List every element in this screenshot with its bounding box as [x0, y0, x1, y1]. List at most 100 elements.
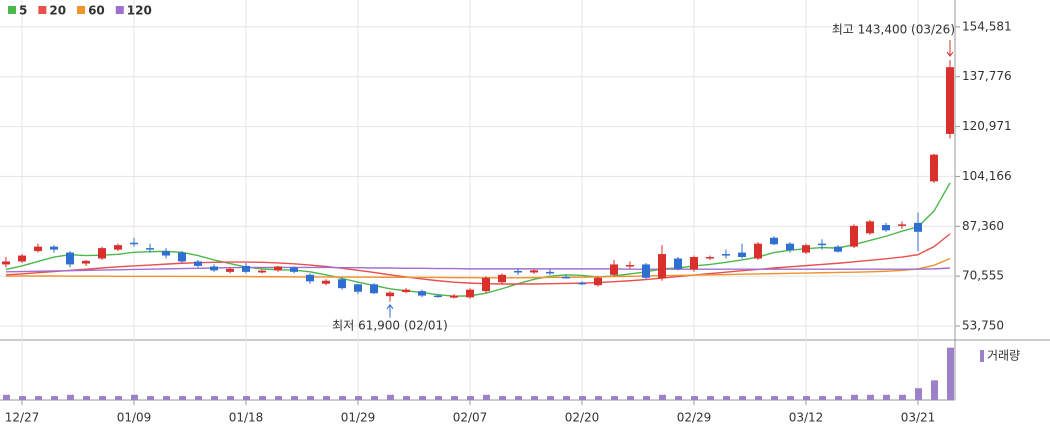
- candle-body: [578, 282, 586, 285]
- candle-body: [754, 243, 762, 259]
- candle-body: [274, 266, 282, 271]
- volume-bar: [675, 396, 682, 400]
- y-tick-label: 87,360: [962, 219, 1004, 233]
- candle-body: [162, 251, 170, 256]
- candle-body: [770, 237, 778, 245]
- x-tick-label: 01/29: [341, 411, 376, 425]
- x-tick-label: 03/12: [789, 411, 824, 425]
- volume-bar: [227, 396, 234, 400]
- volume-bar: [659, 394, 666, 400]
- volume-bar: [323, 396, 330, 400]
- volume-bar: [739, 396, 746, 400]
- annotation: 최저 61,900 (02/01): [332, 318, 448, 332]
- candle-body: [418, 291, 426, 296]
- volume-bar: [867, 394, 874, 400]
- volume-bar: [275, 396, 282, 400]
- legend-swatch: [115, 6, 124, 14]
- y-tick-label: 137,776: [962, 69, 1012, 83]
- volume-bar: [723, 396, 730, 400]
- legend-swatch: [8, 6, 16, 14]
- candle-body: [850, 225, 858, 247]
- volume-bar: [67, 394, 74, 400]
- volume-bar: [755, 396, 762, 400]
- volume-bar: [211, 396, 218, 400]
- volume-bar: [259, 396, 266, 400]
- candle-body: [594, 277, 602, 286]
- volume-bar: [515, 396, 522, 400]
- annotation-arrow: [386, 303, 394, 318]
- candle-body: [146, 248, 154, 250]
- volume-bar: [451, 396, 458, 400]
- volume-bar: [147, 396, 154, 400]
- candle-body: [178, 252, 186, 262]
- volume-bar: [787, 396, 794, 400]
- volume-bar: [355, 396, 362, 400]
- candle-body: [610, 264, 618, 275]
- volume-bar: [691, 396, 698, 400]
- x-tick-label: 02/29: [677, 411, 712, 425]
- volume-bar: [499, 396, 506, 400]
- candle-body: [690, 257, 698, 270]
- volume-bar: [803, 396, 810, 400]
- x-tick-label: 01/18: [229, 411, 264, 425]
- volume-bar: [371, 396, 378, 400]
- volume-bar: [387, 394, 394, 400]
- volume-bar: [563, 396, 570, 400]
- y-tick-label: 154,581: [962, 19, 1012, 33]
- volume-bar: [35, 396, 42, 400]
- candle-body: [210, 266, 218, 271]
- volume-bar: [243, 396, 250, 400]
- candle-body: [226, 268, 234, 272]
- volume-legend-swatch: [980, 350, 984, 362]
- volume-bar: [883, 394, 890, 400]
- volume-bar: [595, 396, 602, 400]
- candle-body: [402, 289, 410, 293]
- candle-body: [370, 284, 378, 294]
- volume-bar: [291, 396, 298, 400]
- candle-body: [834, 246, 842, 252]
- volume-bar: [771, 396, 778, 400]
- candle-body: [242, 265, 250, 272]
- candle-body: [322, 280, 330, 284]
- volume-bar: [931, 380, 938, 400]
- y-tick-label: 104,166: [962, 169, 1012, 183]
- candle-body: [818, 243, 826, 246]
- candle-body: [674, 258, 682, 269]
- volume-legend-label: 거래량: [987, 349, 1020, 363]
- volume-bar: [339, 396, 346, 400]
- candle-body: [946, 67, 954, 134]
- volume-bar: [83, 396, 90, 400]
- legend-label: 60: [88, 4, 105, 18]
- candle-body: [130, 242, 138, 245]
- volume-bar: [51, 396, 58, 400]
- candle-body: [114, 245, 122, 250]
- candle-body: [2, 261, 10, 265]
- candle-body: [354, 284, 362, 292]
- candle-body: [194, 261, 202, 266]
- y-tick-label: 120,971: [962, 119, 1012, 133]
- legend-swatch: [77, 6, 86, 14]
- ma-line: [5, 233, 951, 285]
- volume-bar: [531, 396, 538, 400]
- volume-bar: [835, 396, 842, 400]
- volume-bar: [19, 396, 26, 400]
- candle-body: [18, 255, 26, 262]
- volume-bar: [163, 396, 170, 400]
- volume-bar: [707, 396, 714, 400]
- volume-bar: [899, 394, 906, 400]
- volume-bar: [819, 396, 826, 400]
- candle-body: [626, 265, 634, 267]
- legend-swatch: [38, 6, 47, 14]
- candle-body: [386, 292, 394, 297]
- legend-label: 20: [49, 4, 66, 18]
- annotation-arrow: [946, 40, 954, 57]
- candle-body: [66, 252, 74, 265]
- candle-body: [882, 224, 890, 231]
- candle-body: [898, 224, 906, 226]
- candle-body: [482, 277, 490, 292]
- volume-bar: [611, 396, 618, 400]
- candle-body: [466, 289, 474, 298]
- candle-body: [786, 243, 794, 251]
